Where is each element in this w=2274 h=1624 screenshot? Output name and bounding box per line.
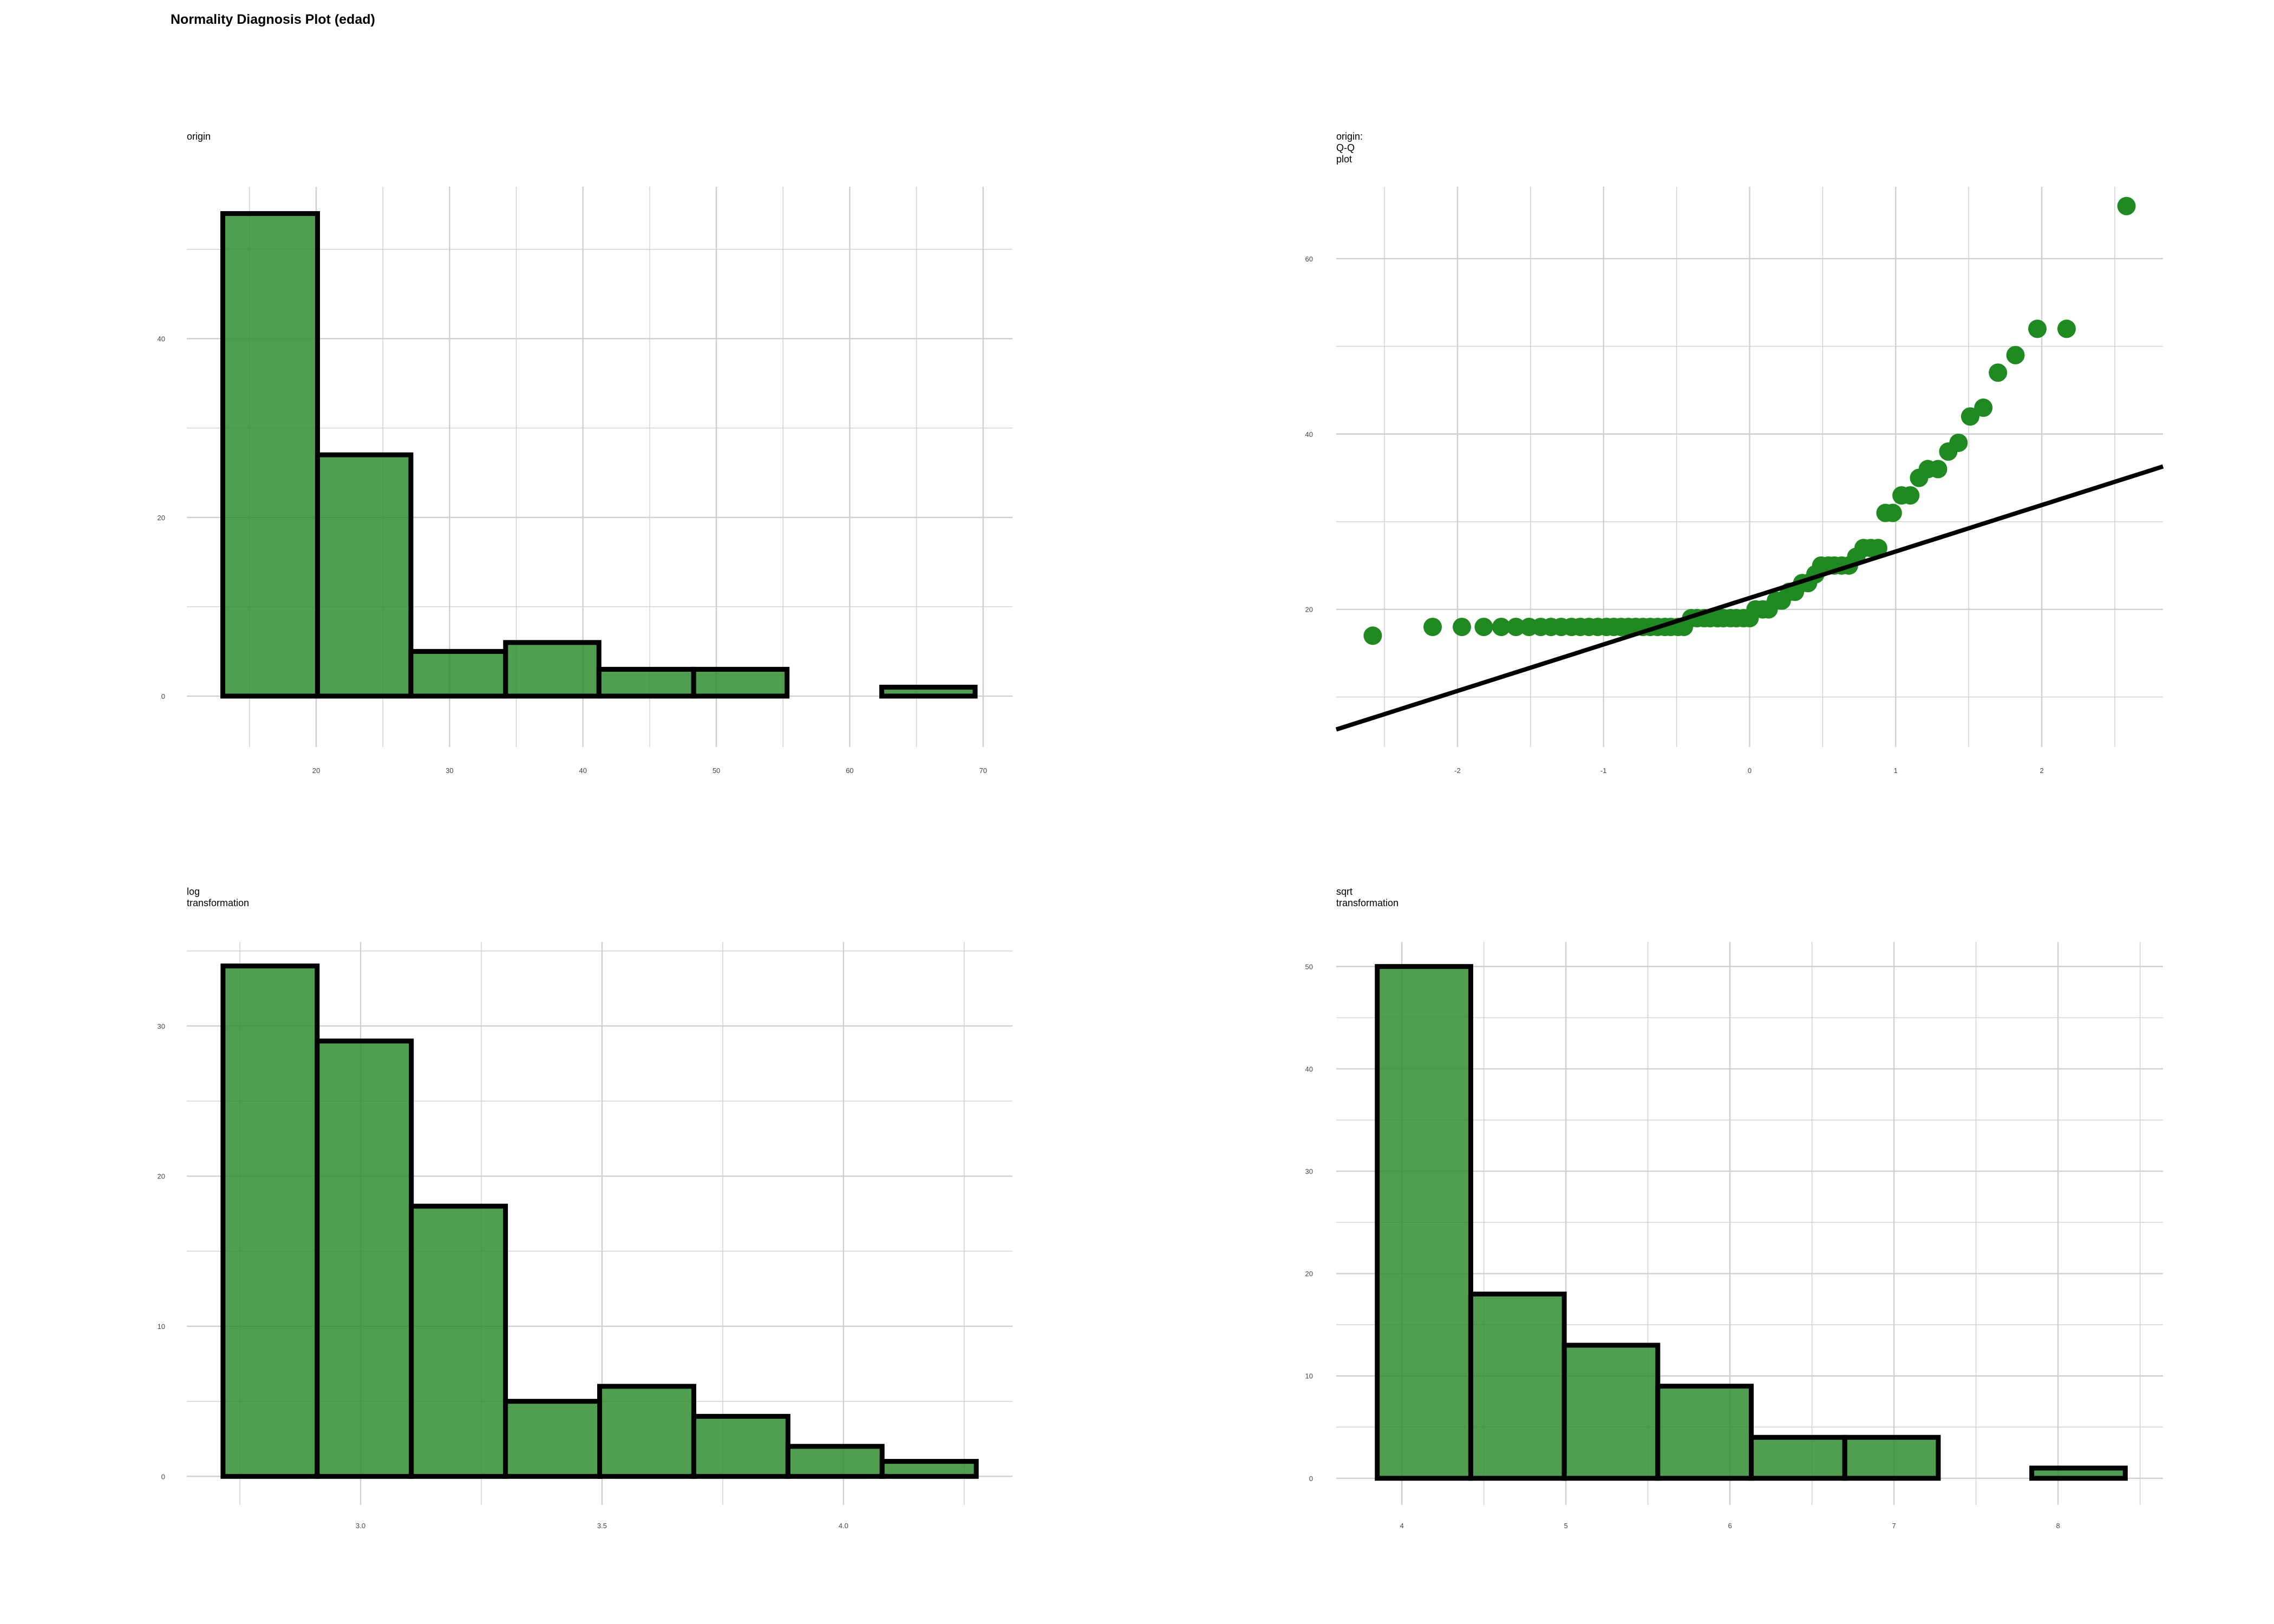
- main-title: Normality Diagnosis Plot (edad): [171, 12, 375, 27]
- y-tick-label: 20: [158, 1173, 165, 1181]
- qq-plot: 20 40 60 -2 -1 0 1 2: [1305, 187, 2164, 775]
- origin-plot: 0 20 40 20 30 40 50 60 70: [158, 187, 1012, 775]
- histogram-bar: [1375, 964, 1473, 1481]
- qq-point: [1901, 486, 1920, 505]
- x-tick-label: 30: [446, 767, 453, 775]
- sqrt-panel-title: sqrt transformation: [1336, 886, 1399, 908]
- histogram-bar: [879, 1459, 979, 1479]
- qq-point: [1974, 398, 1993, 417]
- log-panel-title: log transformation: [187, 886, 250, 908]
- x-tick-label: 4: [1400, 1522, 1404, 1530]
- qq-point: [1989, 363, 2008, 382]
- x-tick-label: 50: [713, 767, 720, 775]
- qq-grid: [1336, 187, 2163, 747]
- qq-point: [1868, 539, 1887, 558]
- log-plot: 0 10 20 30 3.0 3.5 4.0: [158, 942, 1012, 1530]
- histogram-bar: [220, 211, 320, 699]
- x-tick-label: -2: [1454, 767, 1461, 775]
- histogram-bar: [220, 963, 320, 1479]
- x-tick-label: 0: [1748, 767, 1752, 775]
- qq-panel-title: origin: Q-Q plot: [1336, 131, 1363, 165]
- qq-point: [2006, 345, 2025, 364]
- qq-point: [1423, 618, 1442, 637]
- histogram-bar: [315, 1038, 414, 1479]
- histogram-bar: [597, 1384, 696, 1479]
- x-tick-label: 3.0: [356, 1522, 365, 1530]
- histogram-bar: [785, 1444, 885, 1479]
- x-tick-label: 3.5: [597, 1522, 607, 1530]
- histogram-bar: [1749, 1435, 1847, 1481]
- x-tick-label: 60: [846, 767, 853, 775]
- qq-point: [1492, 618, 1511, 637]
- y-tick-label: 0: [161, 1472, 165, 1481]
- qq-reference-line: [1335, 464, 2164, 732]
- y-tick-label: 50: [1305, 962, 1313, 971]
- qq-point: [1883, 503, 1902, 522]
- histogram-bar: [409, 1203, 508, 1479]
- histogram-bar: [315, 452, 414, 699]
- histogram-bar: [408, 649, 508, 699]
- histogram-bar: [503, 1399, 602, 1479]
- sqrt-plot: 0 10 20 30 40 50 4 5 6 7 8: [1305, 942, 2163, 1530]
- x-tick-label: 5: [1564, 1522, 1568, 1530]
- qq-point: [1363, 626, 1382, 645]
- y-tick-label: 10: [1305, 1372, 1313, 1380]
- y-tick-label: 40: [1305, 1065, 1313, 1073]
- y-tick-label: 40: [158, 335, 165, 343]
- y-tick-label: 0: [1309, 1475, 1313, 1483]
- qq-point: [2057, 319, 2076, 338]
- qq-point: [2028, 319, 2047, 338]
- y-tick-label: 30: [158, 1022, 165, 1030]
- y-tick-label: 20: [1305, 606, 1313, 614]
- histogram-bar: [1655, 1384, 1754, 1481]
- x-tick-label: 70: [979, 767, 987, 775]
- histogram-bar: [1842, 1435, 1941, 1481]
- qq-point: [1961, 407, 1979, 426]
- x-tick-label: 20: [312, 767, 320, 775]
- y-tick-label: 20: [1305, 1270, 1313, 1278]
- x-tick-label: 8: [2056, 1522, 2060, 1530]
- qq-point: [1929, 460, 1948, 479]
- y-tick-label: 20: [158, 514, 165, 522]
- qq-point: [1949, 433, 1968, 452]
- y-tick-label: 0: [161, 692, 165, 700]
- histogram-bar: [691, 666, 790, 699]
- x-tick-label: 40: [579, 767, 586, 775]
- histogram-bar: [596, 666, 696, 699]
- histogram-bar: [879, 684, 978, 699]
- histogram-bar: [2029, 1465, 2128, 1481]
- x-tick-label: 7: [1892, 1522, 1896, 1530]
- y-tick-label: 30: [1305, 1168, 1313, 1176]
- qq-point: [1506, 618, 1525, 637]
- qq-point: [1474, 618, 1493, 637]
- x-tick-label: 2: [2040, 767, 2043, 775]
- histogram-bar: [1468, 1291, 1567, 1481]
- histogram-bar: [1561, 1343, 1661, 1481]
- x-tick-label: -1: [1600, 767, 1607, 775]
- y-tick-label: 60: [1305, 255, 1313, 263]
- qq-point: [1453, 618, 1472, 637]
- x-tick-label: 4.0: [839, 1522, 848, 1530]
- histogram-bar: [503, 640, 602, 699]
- y-tick-label: 10: [158, 1322, 165, 1331]
- histogram-bar: [691, 1413, 790, 1479]
- origin-panel-title: origin: [187, 131, 211, 142]
- y-tick-label: 40: [1305, 430, 1313, 438]
- x-tick-label: 6: [1728, 1522, 1732, 1530]
- x-tick-label: 1: [1894, 767, 1898, 775]
- qq-point: [2117, 197, 2136, 215]
